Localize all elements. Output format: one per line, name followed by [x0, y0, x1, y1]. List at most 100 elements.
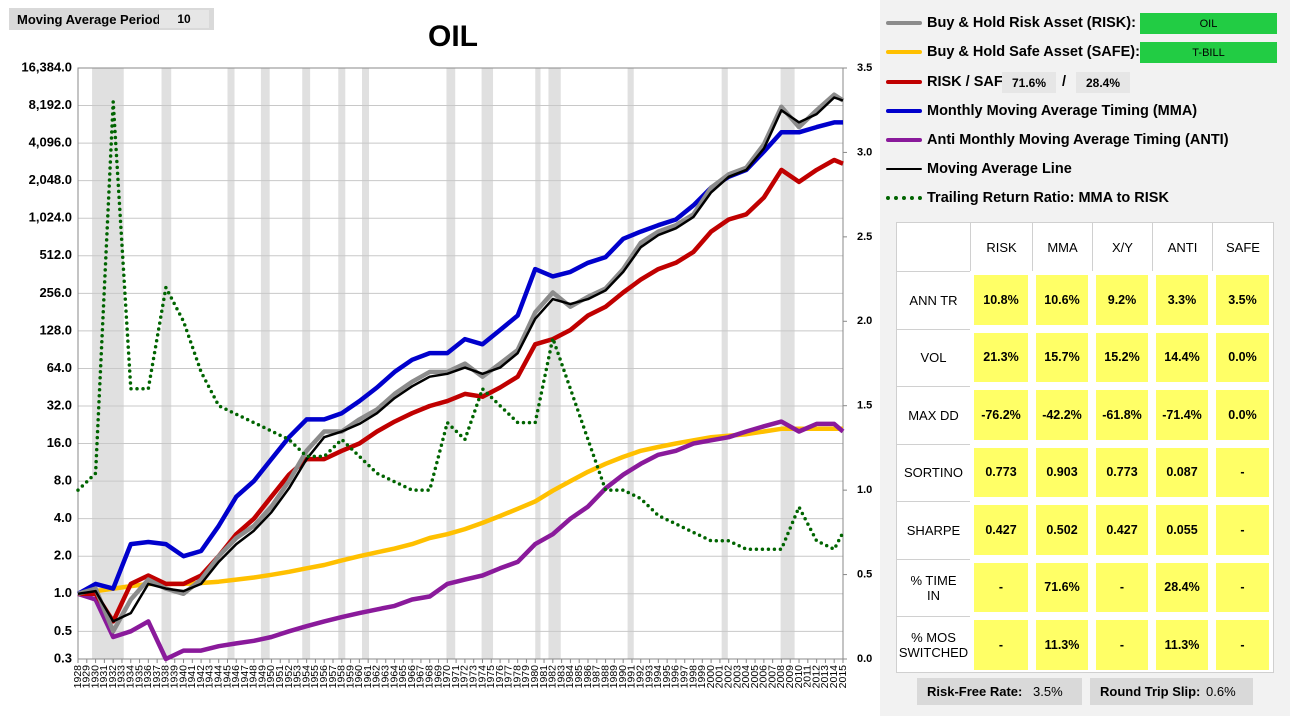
x-tick-label: 1994 [652, 665, 664, 689]
x-tick-label: 1980 [529, 665, 541, 689]
legend-swatch [886, 108, 922, 114]
x-tick-label: 1957 [327, 665, 339, 689]
legend-swatch [886, 79, 922, 85]
shaded-period [302, 68, 311, 659]
rate-label: Risk-Free Rate: [927, 684, 1023, 699]
x-tick-label: 1959 [344, 665, 356, 689]
row-label: VOL [897, 328, 970, 387]
x-tick-label: 1998 [687, 665, 699, 689]
x-tick-label: 1983 [555, 665, 567, 689]
y-tick-label: 2.0 [54, 548, 72, 563]
legend-label: Trailing Return Ratio: MMA to RISK [927, 190, 1169, 206]
row-label: SORTINO [897, 443, 970, 502]
x-tick-label: 1964 [388, 665, 400, 689]
x-tick-label: 1979 [520, 665, 532, 689]
x-tick-label: 2009 [784, 665, 796, 689]
x-tick-label: 1952 [283, 665, 295, 689]
stat-cell: -42.2% [1036, 390, 1088, 440]
column-header: RISK [970, 223, 1032, 271]
x-tick-label: 1931 [98, 665, 110, 689]
stat-cell: 0.427 [974, 505, 1028, 555]
stat-cell: 0.773 [1096, 447, 1148, 497]
x-tick-label: 1944 [212, 665, 224, 689]
stat-cell: 10.6% [1036, 275, 1088, 325]
y-tick-label: 16.0 [47, 435, 72, 450]
shaded-period [362, 68, 370, 659]
chart-title: OIL [428, 20, 478, 53]
y-tick-label: 256.0 [39, 285, 72, 300]
x-tick-label: 1990 [617, 665, 629, 689]
x-tick-label: 1951 [274, 665, 286, 689]
legend-entry: Buy & Hold Risk Asset (RISK): [886, 12, 1286, 34]
x-tick-label: 1969 [432, 665, 444, 689]
stat-cell: 0.055 [1156, 505, 1208, 555]
y-tick-label: 8.0 [54, 473, 72, 488]
x-tick-label: 1949 [256, 665, 268, 689]
legend-swatch [886, 20, 922, 26]
stat-cell: 0.903 [1036, 447, 1088, 497]
x-tick-label: 2013 [819, 665, 831, 689]
row-label: % TIME IN [897, 558, 970, 617]
x-tick-label: 2014 [828, 665, 840, 689]
x-tick-label: 1970 [441, 665, 453, 689]
legend-label: Monthly Moving Average Timing (MMA) [927, 103, 1198, 119]
stats-table: RISK MMA X/Y ANTI SAFE ANN TR 10.8% 10.6% 9.2% 3.… [896, 222, 1274, 673]
y-tick-label: 512.0 [39, 247, 72, 262]
x-tick-label: 1941 [186, 665, 198, 689]
x-tick-label: 1939 [169, 665, 181, 689]
x-tick-label: 1991 [626, 665, 638, 689]
x-tick-label: 1989 [608, 665, 620, 689]
legend-swatch [886, 167, 922, 171]
risk-asset[interactable]: OIL [1140, 13, 1277, 34]
safe-asset[interactable]: T-BILL [1140, 42, 1277, 63]
shaded-period [338, 68, 346, 659]
period-value[interactable]: 10 [159, 10, 209, 28]
stat-cell: 0.427 [1096, 505, 1148, 555]
y-tick-label: 64.0 [47, 360, 72, 375]
legend-label: Moving Average Line [927, 161, 1072, 177]
row-label: MAX DD [897, 386, 970, 444]
x-tick-label: 1942 [195, 665, 207, 689]
x-tick-label: 1987 [591, 665, 603, 689]
stat-cell: -71.4% [1156, 390, 1208, 440]
legend-swatch [886, 49, 922, 55]
x-tick-label: 1937 [151, 665, 163, 689]
stat-cell: - [1096, 620, 1148, 670]
stat-cell: 0.502 [1036, 505, 1088, 555]
shaded-period [481, 68, 494, 659]
x-tick-label: 1981 [538, 665, 550, 689]
stat-cell: 0.773 [974, 447, 1028, 497]
slip-label: Round Trip Slip: [1100, 684, 1201, 699]
y2-tick-label: 1.5 [857, 400, 872, 412]
x-tick-label: 2003 [731, 665, 743, 689]
x-tick-label: 1936 [142, 665, 154, 689]
x-tick-label: 1938 [160, 665, 172, 689]
stat-cell: 3.3% [1156, 275, 1208, 325]
stat-cell: 3.5% [1216, 275, 1269, 325]
shaded-period [227, 68, 235, 659]
y-tick-label: 0.5 [54, 623, 72, 638]
x-weight[interactable]: 71.6% [1002, 72, 1056, 93]
stat-cell: -61.8% [1096, 390, 1148, 440]
x-tick-label: 1992 [635, 665, 647, 689]
chart: OIL 0.3 0.5 1.0 2.0 4.0 8.0 16.0 32.0 64.0 128.0 2… [21, 20, 872, 689]
stat-cell: - [974, 562, 1028, 612]
x-tick-label: 1986 [582, 665, 594, 689]
x-tick-label: 1934 [125, 665, 137, 689]
legend-swatch [886, 196, 922, 200]
y2-tick-label: 3.0 [857, 146, 872, 158]
column-header: MMA [1032, 223, 1092, 271]
shaded-period [548, 68, 561, 659]
x-tick-label: 1961 [362, 665, 374, 689]
shaded-period [780, 68, 795, 659]
x-tick-label: 1966 [406, 665, 418, 689]
x-tick-label: 1972 [459, 665, 471, 689]
x-tick-label: 2001 [714, 665, 726, 689]
x-tick-label: 1996 [670, 665, 682, 689]
x-tick-label: 1978 [511, 665, 523, 689]
separator: / [1062, 74, 1067, 90]
stat-cell: 9.2% [1096, 275, 1148, 325]
y-weight[interactable]: 28.4% [1076, 72, 1130, 93]
shaded-period [446, 68, 456, 659]
